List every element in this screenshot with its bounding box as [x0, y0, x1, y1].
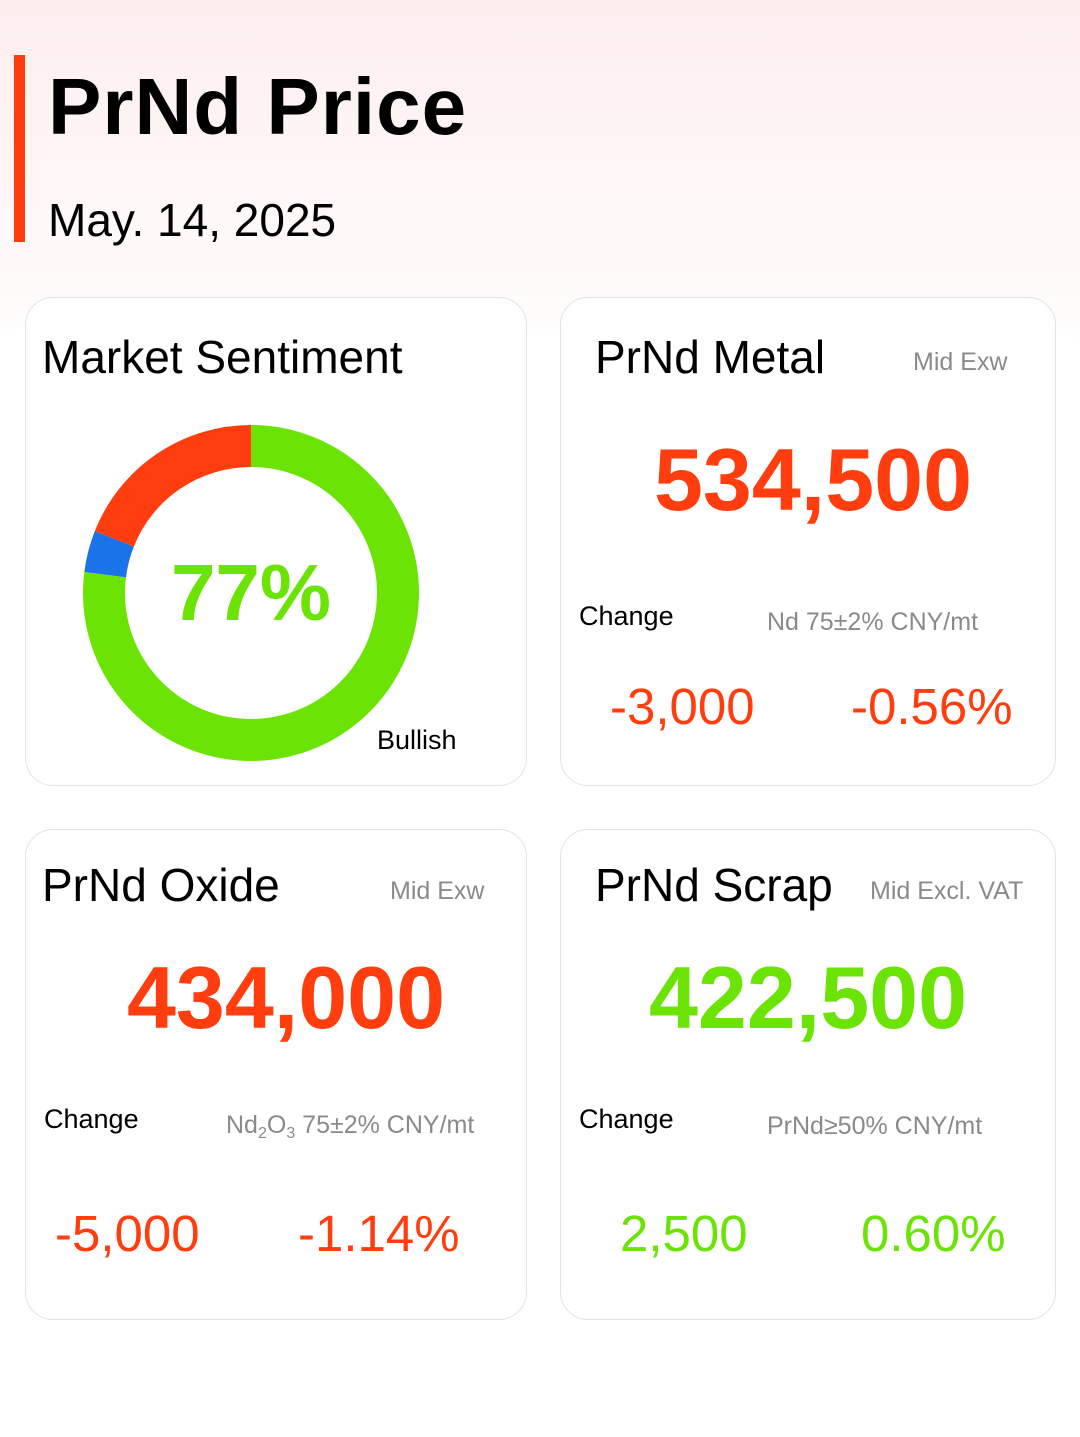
- sentiment-label: Bullish: [377, 725, 457, 755]
- oxide-price: 434,000: [126, 948, 446, 1047]
- page-title: PrNd Price: [48, 62, 468, 151]
- oxide-spec: Nd2O3 75±2% CNY/mt: [226, 1110, 474, 1149]
- metal-change-label: Change: [579, 601, 674, 631]
- oxide-title: PrNd Oxide: [42, 859, 280, 911]
- scrap-tag: Mid Excl. VAT: [870, 877, 1024, 905]
- oxide-change-abs: -5,000: [55, 1205, 200, 1262]
- oxide-spec-sub-2: 2: [257, 1125, 267, 1142]
- oxide-change-label: Change: [44, 1104, 139, 1134]
- scrap-change-label: Change: [579, 1104, 674, 1134]
- metal-change-abs: -3,000: [610, 678, 755, 735]
- prnd-scrap-card: 422,500: [560, 829, 1056, 1320]
- prnd-metal-card: 534,500: [560, 297, 1056, 786]
- donut-segment-bullish: [83, 425, 419, 761]
- scrap-spec: PrNd≥50% CNY/mt: [767, 1112, 983, 1140]
- oxide-change-pct: -1.14%: [298, 1205, 460, 1262]
- scrap-title: PrNd Scrap: [595, 859, 833, 911]
- metal-title: PrNd Metal: [595, 331, 826, 383]
- scrap-change-abs: 2,500: [620, 1205, 748, 1262]
- oxide-spec-sub-3: 3: [286, 1125, 296, 1142]
- market-sentiment-title: Market Sentiment: [42, 331, 403, 383]
- oxide-spec-nd: Nd: [226, 1111, 258, 1139]
- sentiment-donut-svg: [83, 425, 419, 761]
- oxide-tag: Mid Exw: [390, 877, 485, 905]
- oxide-spec-rest: 75±2% CNY/mt: [295, 1111, 475, 1139]
- metal-price: 534,500: [653, 430, 973, 529]
- donut-segment-bearish: [94, 425, 252, 548]
- oxide-spec-o: O: [266, 1111, 287, 1139]
- donut-segment-neutral: [84, 531, 135, 578]
- prnd-oxide-card: 434,000: [25, 829, 527, 1320]
- metal-spec: Nd 75±2% CNY/mt: [767, 608, 979, 636]
- metal-tag: Mid Exw: [913, 348, 1008, 376]
- sentiment-percent: 77%: [170, 548, 332, 637]
- metal-change-pct: -0.56%: [851, 678, 1013, 735]
- scrap-change-pct: 0.60%: [861, 1205, 1006, 1262]
- scrap-price: 422,500: [648, 948, 968, 1047]
- title-accent-bar: [14, 55, 25, 242]
- page-date: May. 14, 2025: [48, 194, 337, 246]
- sentiment-donut-chart: 77%: [70, 412, 432, 774]
